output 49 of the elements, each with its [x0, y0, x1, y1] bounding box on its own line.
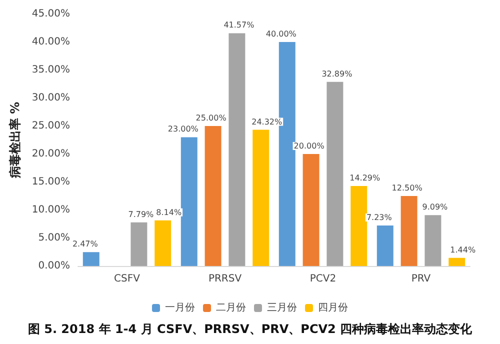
data-label: 8.14% [156, 208, 182, 217]
text: 图 5. 2018 年 1-4 月 CSFV、PRRSV、PRV、PCV2 四种病毒检出率动态变化 [28, 322, 474, 336]
bar [252, 130, 270, 266]
data-label: 7.23% [366, 213, 392, 222]
legend-label: 一月份 [165, 302, 195, 314]
x-tick-label: PRRSV [208, 274, 242, 284]
bar [180, 137, 198, 266]
bar [154, 220, 172, 266]
data-label: 14.29% [350, 173, 380, 182]
bar [326, 82, 344, 266]
bar [448, 258, 466, 266]
bar [130, 222, 148, 266]
data-label: 41.57% [224, 20, 255, 30]
y-tick-label: 30.00% [32, 92, 70, 104]
y-tick-label: 45.00% [32, 8, 70, 20]
data-label: 9.09% [422, 202, 448, 212]
x-tick-label: CSFV [114, 274, 140, 284]
y-tick-label: 40.00% [32, 36, 70, 48]
y-axis-title: 病毒检出率 % [8, 102, 22, 180]
data-label: 12.50% [392, 184, 423, 192]
legend-label: 二月份 [216, 302, 246, 314]
x-tick-label: PRV [411, 274, 431, 284]
data-label: 23.00% [168, 124, 199, 134]
data-label: 1.44% [450, 245, 476, 254]
y-tick-label: 5.00% [38, 232, 70, 244]
legend-label: 三月份 [267, 302, 297, 314]
data-label: 2.47% [72, 240, 98, 249]
y-tick-label: 20.00% [32, 148, 70, 160]
y-tick-label: 0.00% [38, 260, 70, 272]
data-label: 7.79% [128, 210, 154, 219]
bar [82, 252, 100, 266]
x-tick-label: PCV2 [310, 274, 336, 284]
bar [400, 196, 418, 266]
y-tick-label: 15.00% [32, 176, 70, 188]
data-label: 40.00% [266, 30, 297, 38]
bar [424, 215, 442, 266]
y-tick-label: 10.00% [32, 204, 70, 216]
bar [204, 126, 222, 266]
data-label: 32.89% [322, 69, 353, 78]
bar [228, 33, 246, 266]
data-label: 24.32% [252, 117, 282, 126]
bar [302, 154, 320, 266]
bar [376, 226, 394, 266]
data-label: 25.00% [196, 114, 227, 122]
data-label: 20.00% [294, 142, 325, 150]
bar [350, 186, 368, 266]
legend-label: 四月份 [318, 302, 348, 314]
y-tick-label: 35.00% [32, 64, 70, 76]
y-tick-label: 25.00% [32, 120, 70, 132]
